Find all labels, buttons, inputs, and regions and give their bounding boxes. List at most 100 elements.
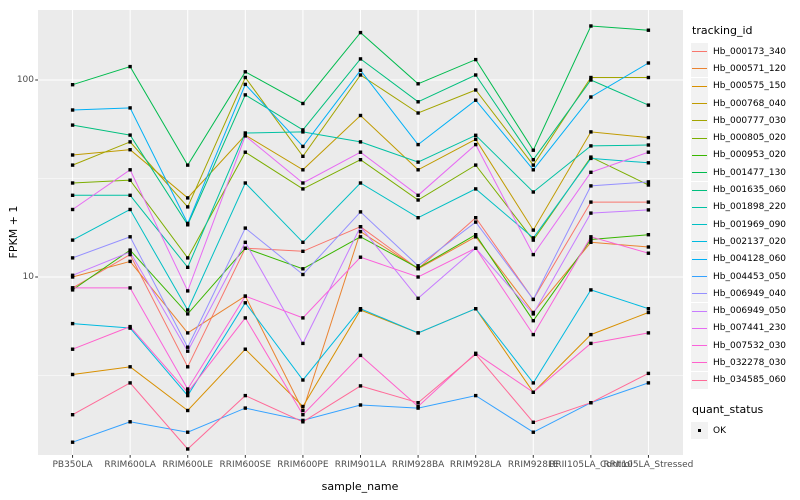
- data-point: [646, 183, 651, 187]
- data-point: [70, 181, 75, 185]
- data-point: [474, 88, 478, 92]
- data-point: [531, 297, 535, 302]
- data-point: [301, 187, 305, 191]
- data-point: [589, 95, 593, 99]
- data-point: [186, 430, 190, 434]
- data-point: [70, 163, 75, 167]
- data-point: [589, 75, 593, 80]
- data-point: [531, 381, 535, 385]
- data-point: [243, 316, 247, 320]
- data-point: [186, 221, 190, 226]
- legend-item: Hb_007532_030: [691, 337, 800, 355]
- data-point: [186, 256, 190, 260]
- legend-item-label: Hb_007441_230: [713, 323, 787, 334]
- legend-item-label: Hb_006949_040: [713, 288, 787, 299]
- x-axis-title: sample_name: [321, 480, 399, 493]
- data-point: [186, 163, 190, 167]
- x-tick-label: RRIM928LE: [507, 460, 559, 470]
- data-point: [186, 387, 190, 391]
- legend-key-line-icon: [691, 216, 708, 234]
- data-point: [70, 193, 75, 197]
- data-point: [186, 408, 190, 413]
- data-point: [70, 238, 75, 242]
- data-point: [70, 153, 75, 157]
- legend-item: Hb_000571_120: [691, 60, 800, 78]
- legend-item-label: Hb_007532_030: [713, 340, 787, 351]
- x-tick-label: PB350LA: [52, 460, 93, 470]
- legend-key-line-icon: [691, 371, 708, 389]
- data-point: [474, 57, 478, 62]
- legend-key-square-icon: [691, 422, 708, 440]
- data-point: [243, 294, 247, 298]
- data-point: [646, 28, 651, 32]
- data-point: [243, 240, 247, 244]
- legend-title-tracking-id: tracking_id: [692, 24, 753, 37]
- data-point: [589, 156, 593, 161]
- data-point: [531, 319, 535, 323]
- data-point: [301, 154, 305, 158]
- x-tick-label: RRII105LA_Stressed: [603, 460, 694, 470]
- data-point: [416, 160, 420, 164]
- x-tick-label: RRIM600LE: [162, 460, 214, 470]
- data-point: [589, 78, 593, 82]
- data-point: [531, 420, 535, 424]
- data-point: [646, 161, 651, 165]
- data-point: [301, 249, 305, 253]
- data-point: [589, 235, 593, 239]
- data-point: [70, 123, 75, 127]
- data-point: [589, 288, 593, 292]
- data-point: [416, 198, 420, 202]
- data-point: [416, 216, 420, 220]
- legend-key-line-icon: [691, 95, 708, 113]
- data-point: [358, 235, 363, 239]
- legend-item: Hb_000953_020: [691, 146, 800, 164]
- data-point: [243, 181, 247, 185]
- data-point: [186, 393, 190, 398]
- data-point: [646, 310, 651, 315]
- data-point: [474, 142, 478, 147]
- data-point: [358, 150, 363, 154]
- data-point: [128, 248, 132, 252]
- legend-key-line-icon: [691, 268, 708, 285]
- data-point: [531, 158, 535, 162]
- legend-key-line-icon: [691, 181, 708, 199]
- data-point: [128, 259, 132, 264]
- data-point: [358, 73, 363, 77]
- data-point: [128, 168, 132, 172]
- data-point: [186, 345, 190, 349]
- legend-item-label: Hb_034585_060: [713, 375, 787, 386]
- data-point: [474, 133, 478, 137]
- data-point: [186, 308, 190, 312]
- legend-item-label: Hb_001898_220: [713, 202, 787, 213]
- legend-item: Hb_000805_020: [691, 129, 800, 147]
- legend-title-quant-status: quant_status: [692, 402, 764, 416]
- data-point: [70, 321, 75, 326]
- data-point: [358, 210, 363, 214]
- data-point: [531, 168, 535, 172]
- x-tick-label: RRIM928LA: [449, 460, 502, 470]
- data-point: [358, 140, 363, 144]
- data-point: [128, 381, 132, 385]
- data-point: [186, 205, 190, 209]
- data-point: [646, 75, 651, 80]
- legend-item-label: Hb_002137_020: [713, 236, 787, 247]
- data-point: [128, 365, 132, 369]
- data-point: [416, 264, 420, 268]
- legend-item-label: Hb_000953_020: [713, 150, 787, 161]
- data-point: [301, 408, 305, 413]
- legend-item: Hb_000768_040: [691, 95, 800, 113]
- data-point: [301, 101, 305, 106]
- legend-key-line-icon: [691, 164, 708, 182]
- legend-item-label: Hb_000575_150: [713, 81, 787, 92]
- data-point: [646, 245, 651, 249]
- legend-item-label: Hb_004128_060: [713, 254, 787, 265]
- data-point: [531, 190, 535, 194]
- data-point: [646, 150, 651, 154]
- data-point: [128, 420, 132, 424]
- data-point: [128, 235, 132, 239]
- legend-key-line-icon: [691, 285, 708, 303]
- data-point: [358, 68, 363, 72]
- data-point: [474, 98, 478, 102]
- legend-item-label: Hb_004453_050: [713, 271, 787, 282]
- data-point: [646, 233, 651, 237]
